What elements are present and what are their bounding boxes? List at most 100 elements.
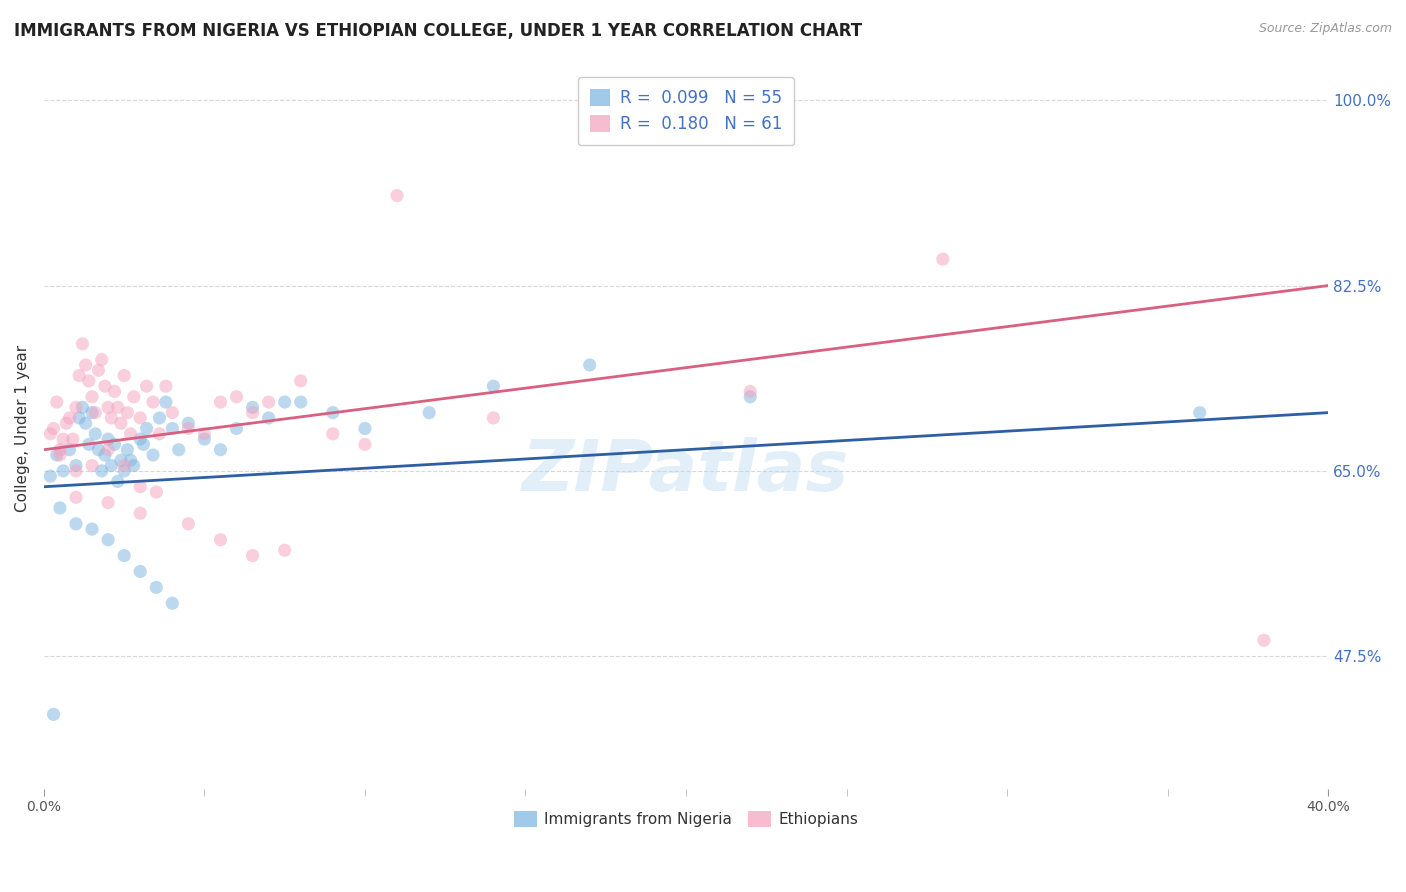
Point xyxy=(482,411,505,425)
Point xyxy=(97,401,120,415)
Point xyxy=(42,707,65,722)
Point xyxy=(135,421,157,435)
Point xyxy=(129,411,152,425)
Legend: Immigrants from Nigeria, Ethiopians: Immigrants from Nigeria, Ethiopians xyxy=(506,804,866,835)
Point xyxy=(257,411,280,425)
Point xyxy=(58,442,80,457)
Point xyxy=(39,469,62,483)
Point xyxy=(45,395,67,409)
Point xyxy=(322,426,344,441)
Point xyxy=(72,401,94,415)
Point xyxy=(242,406,264,420)
Point xyxy=(107,475,129,489)
Point xyxy=(45,448,67,462)
Point xyxy=(100,458,122,473)
Point xyxy=(482,379,505,393)
Point xyxy=(132,437,155,451)
Point xyxy=(209,395,232,409)
Point xyxy=(49,442,72,457)
Point xyxy=(129,480,152,494)
Point xyxy=(162,406,184,420)
Point xyxy=(148,426,170,441)
Point xyxy=(75,358,97,372)
Point xyxy=(80,406,103,420)
Point xyxy=(52,432,75,446)
Point xyxy=(120,453,142,467)
Point xyxy=(155,379,177,393)
Point xyxy=(80,390,103,404)
Point xyxy=(94,379,117,393)
Point xyxy=(97,533,120,547)
Y-axis label: College, Under 1 year: College, Under 1 year xyxy=(15,345,30,512)
Point xyxy=(77,437,100,451)
Point xyxy=(62,432,84,446)
Point xyxy=(242,401,264,415)
Point xyxy=(94,448,117,462)
Point xyxy=(177,516,200,531)
Point xyxy=(65,458,87,473)
Point xyxy=(65,464,87,478)
Point xyxy=(112,458,135,473)
Point xyxy=(242,549,264,563)
Point xyxy=(90,352,112,367)
Point xyxy=(110,453,132,467)
Point xyxy=(177,416,200,430)
Point xyxy=(90,464,112,478)
Point xyxy=(80,522,103,536)
Point xyxy=(145,485,167,500)
Point xyxy=(67,411,90,425)
Point xyxy=(273,543,295,558)
Point xyxy=(209,442,232,457)
Point xyxy=(322,406,344,420)
Point xyxy=(142,448,165,462)
Point xyxy=(103,437,125,451)
Point xyxy=(740,390,762,404)
Point xyxy=(148,411,170,425)
Point xyxy=(193,426,215,441)
Point xyxy=(354,437,377,451)
Point xyxy=(122,390,145,404)
Point xyxy=(1188,406,1211,420)
Point xyxy=(162,421,184,435)
Point xyxy=(167,442,190,457)
Point xyxy=(257,395,280,409)
Point xyxy=(103,384,125,399)
Point xyxy=(49,500,72,515)
Point xyxy=(58,411,80,425)
Point xyxy=(1253,633,1275,648)
Point xyxy=(72,336,94,351)
Point xyxy=(225,390,247,404)
Point xyxy=(87,363,110,377)
Point xyxy=(52,464,75,478)
Point xyxy=(97,432,120,446)
Point xyxy=(77,374,100,388)
Point xyxy=(273,395,295,409)
Point xyxy=(97,442,120,457)
Point xyxy=(67,368,90,383)
Text: ZIPatlas: ZIPatlas xyxy=(522,437,849,507)
Point xyxy=(107,401,129,415)
Point xyxy=(129,506,152,520)
Point xyxy=(290,395,312,409)
Point xyxy=(84,426,107,441)
Point xyxy=(418,406,440,420)
Point xyxy=(120,426,142,441)
Point xyxy=(145,580,167,594)
Point xyxy=(740,384,762,399)
Point xyxy=(142,395,165,409)
Point xyxy=(932,252,955,266)
Point xyxy=(110,416,132,430)
Point xyxy=(129,432,152,446)
Point xyxy=(385,188,408,202)
Point xyxy=(117,406,139,420)
Point xyxy=(117,442,139,457)
Point xyxy=(122,458,145,473)
Point xyxy=(65,401,87,415)
Point xyxy=(100,411,122,425)
Point xyxy=(84,406,107,420)
Text: IMMIGRANTS FROM NIGERIA VS ETHIOPIAN COLLEGE, UNDER 1 YEAR CORRELATION CHART: IMMIGRANTS FROM NIGERIA VS ETHIOPIAN COL… xyxy=(14,22,862,40)
Point xyxy=(112,464,135,478)
Point xyxy=(75,416,97,430)
Point xyxy=(578,358,600,372)
Text: Source: ZipAtlas.com: Source: ZipAtlas.com xyxy=(1258,22,1392,36)
